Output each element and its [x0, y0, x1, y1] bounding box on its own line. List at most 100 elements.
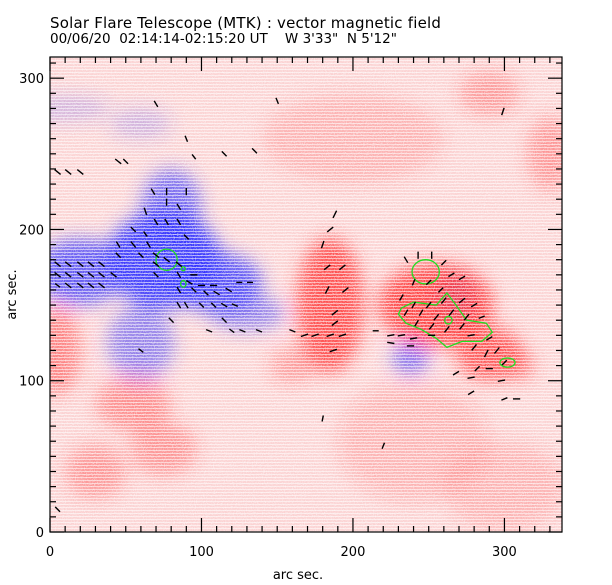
field-vector: [403, 309, 409, 317]
field-vector: [54, 506, 61, 513]
axes: 0 100 200 300 0 100 200 300: [19, 57, 562, 560]
field-contour: [179, 279, 187, 288]
x-axis-label: arc sec.: [273, 568, 323, 583]
field-vector: [54, 283, 61, 288]
field-vector: [176, 271, 182, 279]
field-vector: [414, 319, 420, 327]
x-tick-label: 100: [189, 545, 214, 560]
field-vector: [255, 328, 263, 333]
field-vector: [64, 271, 72, 278]
field-vector: [205, 328, 213, 333]
field-vector: [198, 302, 205, 308]
chart-title: Solar Flare Telescope (MTK) : vector mag…: [50, 14, 442, 32]
field-vector: [76, 169, 84, 175]
field-vector: [493, 347, 500, 354]
field-vector: [153, 271, 159, 278]
field-vector: [251, 147, 258, 154]
field-vector: [98, 261, 105, 268]
field-vector: [143, 207, 148, 216]
vector-layer: [54, 97, 521, 513]
field-vector: [76, 261, 84, 268]
field-vector: [501, 107, 505, 116]
field-vector: [433, 313, 440, 321]
field-vector: [191, 287, 197, 293]
field-contour: [397, 291, 494, 349]
field-vector: [164, 218, 170, 226]
field-vector: [54, 271, 62, 278]
field-vector: [338, 333, 347, 338]
field-vector: [448, 272, 455, 278]
field-vector: [440, 259, 447, 266]
field-vector: [110, 271, 118, 278]
y-tick-label: 0: [36, 526, 44, 541]
field-vector: [458, 275, 466, 281]
field-vector: [153, 100, 159, 108]
field-vector: [186, 279, 193, 285]
y-tick-label: 200: [19, 223, 44, 238]
field-vector: [437, 287, 444, 293]
field-vector: [331, 309, 339, 316]
field-vector: [331, 320, 339, 327]
field-vector: [114, 158, 122, 165]
field-vector: [329, 348, 338, 353]
field-vector: [98, 282, 105, 289]
field-vector: [152, 261, 160, 268]
field-vector: [228, 328, 235, 334]
field-vector: [320, 240, 325, 249]
field-vector: [64, 282, 72, 289]
field-vector: [231, 303, 239, 307]
field-vector: [323, 264, 331, 271]
field-vector: [168, 317, 175, 324]
field-vector: [497, 379, 506, 382]
field-vector: [474, 365, 481, 372]
field-vector: [326, 226, 334, 233]
field-vector: [138, 348, 144, 353]
y-axis-label: arc sec.: [5, 269, 20, 319]
field-vector: [483, 349, 489, 358]
field-vector: [467, 334, 475, 337]
field-vector: [324, 286, 330, 294]
field-vector: [98, 271, 105, 278]
y-tick-label: 100: [19, 375, 44, 390]
field-vector: [183, 234, 190, 240]
x-tick-label: 200: [341, 545, 366, 560]
chart-subtitle: 00/06/20 02:14:14-02:15:20 UT W 3'33" N …: [50, 31, 397, 47]
field-vector: [64, 261, 72, 268]
field-vector: [471, 343, 478, 351]
field-vector: [467, 376, 475, 379]
field-vector: [122, 158, 129, 165]
field-vector: [115, 241, 121, 248]
field-vector: [130, 241, 137, 249]
field-vector: [163, 256, 171, 263]
field-vector: [176, 218, 182, 226]
field-vector: [221, 150, 228, 157]
scanline-texture: [50, 57, 562, 532]
field-vector: [341, 287, 349, 293]
field-vector: [448, 309, 455, 317]
x-tick-label: 0: [46, 545, 54, 560]
field-vector: [403, 256, 409, 264]
field-vector: [152, 252, 160, 259]
field-vector: [203, 290, 209, 296]
field-vector: [239, 328, 246, 333]
field-vector: [425, 279, 432, 286]
field-vector: [220, 302, 228, 308]
field-vector: [326, 333, 335, 338]
field-vector: [221, 317, 228, 324]
field-vector: [175, 261, 183, 268]
field-vector: [501, 359, 508, 366]
field-vector: [176, 203, 182, 211]
field-vector: [311, 333, 319, 338]
field-vector: [387, 334, 395, 337]
field-vector: [54, 169, 62, 175]
field-contour: [443, 315, 453, 325]
field-vector: [275, 97, 280, 105]
field-vector: [225, 287, 233, 293]
field-vector: [176, 286, 182, 294]
field-vector: [332, 210, 338, 219]
field-vector: [338, 264, 346, 271]
field-vector: [76, 282, 84, 289]
field-vector: [289, 328, 296, 333]
field-contour: [499, 357, 516, 368]
field-vector: [143, 231, 148, 237]
